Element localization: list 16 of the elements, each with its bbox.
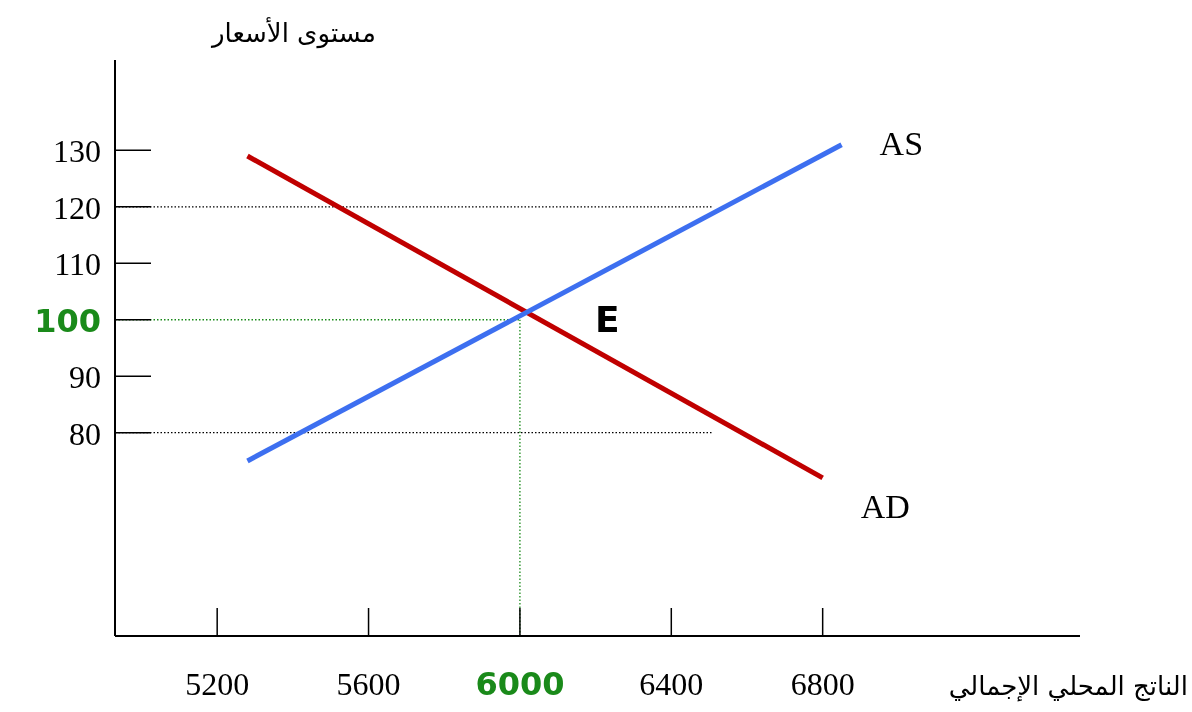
series-label: AS: [879, 124, 924, 162]
x-tick-label: 5200: [185, 666, 250, 702]
x-tick-label: 6000: [475, 665, 565, 703]
y-tick-label: 130: [53, 133, 101, 170]
y-axis-title: مستوى الأسعار: [210, 16, 376, 49]
y-tick-label: 120: [53, 189, 101, 226]
annotation: E: [594, 298, 620, 340]
series-label: AD: [860, 487, 910, 525]
x-tick-label: 5600: [336, 666, 401, 702]
y-tick-label: 100: [34, 301, 101, 340]
x-axis-title: الناتج المحلي الإجمالي: [948, 671, 1188, 702]
x-tick-label: 6400: [639, 666, 704, 702]
x-tick-label: 6800: [790, 666, 855, 702]
y-tick-label: 90: [69, 359, 101, 396]
y-tick-label: 110: [54, 246, 101, 283]
y-tick-label: 80: [69, 415, 101, 452]
